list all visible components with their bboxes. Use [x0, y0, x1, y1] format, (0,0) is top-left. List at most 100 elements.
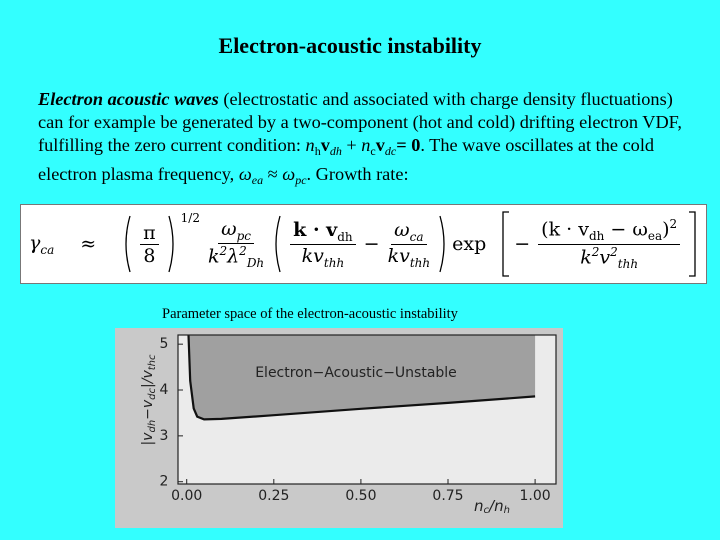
text-run: v [320, 135, 330, 155]
symbol: ca [409, 229, 424, 244]
symbol: − ω [604, 218, 648, 241]
paren [439, 215, 445, 273]
symbol: dh [337, 229, 353, 244]
symbol: ca [40, 242, 55, 257]
symbol: k [207, 245, 220, 268]
y-tick-label: 4 [160, 382, 169, 398]
text-run: . The wave oscillates at the cold electr… [38, 135, 655, 184]
text-run: . Growth rate: [306, 164, 409, 184]
symbol: v [599, 245, 611, 268]
label-part: thc [147, 354, 158, 370]
symbol: 8 [143, 244, 156, 267]
text-run: ea [251, 173, 264, 187]
text-run: n [361, 135, 371, 155]
y-tick-label: 3 [160, 428, 169, 444]
text-run: = 0 [396, 135, 421, 155]
denominator: k2v2thh [580, 245, 638, 271]
caption: Parameter space of the electron-acoustic… [162, 306, 458, 322]
x-tick-label: 0.00 [171, 488, 202, 504]
symbol: Dh [246, 255, 265, 270]
operator: − [514, 233, 531, 255]
unstable-region [188, 335, 536, 420]
x-tick-label: 0.50 [345, 488, 376, 504]
denominator: k2λ2Dh [208, 244, 264, 270]
x-tick-label: 0.75 [432, 488, 463, 504]
denominator: kvthh [388, 245, 431, 270]
text-run: c [370, 144, 376, 158]
text-run: h [314, 144, 321, 158]
symbol: thh [323, 255, 345, 270]
paren [125, 215, 131, 273]
fraction: ωpc k2λ2Dh [208, 218, 264, 270]
paren [168, 215, 174, 273]
text-run: Electron acoustic waves [38, 89, 219, 109]
symbol: ea [647, 229, 663, 244]
numerator: ωpc [218, 218, 255, 244]
symbol: λ [227, 245, 240, 268]
text-run: + [341, 135, 362, 155]
fraction: (k · vdh − ωea)2 k2v2thh [538, 217, 681, 271]
symbol: thh [617, 256, 639, 271]
text-run: n [305, 135, 315, 155]
title: Electron-acoustic instability [218, 33, 482, 58]
symbol: kv [387, 244, 410, 267]
x-tick-label: 0.25 [258, 488, 289, 504]
symbol: ω [394, 218, 410, 241]
label-part: c [484, 505, 490, 516]
bracket [689, 211, 696, 277]
region-label: Electron−Acoustic−Unstable [255, 365, 457, 381]
symbol: π [140, 222, 159, 245]
label-part: dc [147, 387, 158, 399]
operator: − [363, 233, 380, 255]
x-tick-label: 1.00 [520, 488, 551, 504]
label-part: dh [147, 420, 158, 433]
symbol: 2 [239, 243, 247, 258]
y-tick-label: 5 [160, 336, 169, 352]
label-part: |v [140, 432, 156, 446]
label-part: /n [487, 497, 504, 515]
symbol: ) [662, 218, 670, 241]
numerator: ωca [391, 218, 427, 245]
symbol: (k · v [541, 218, 589, 241]
text-run: ω [282, 164, 296, 184]
paragraph: Electron acoustic waves (electrostatic a… [38, 88, 688, 192]
symbol: dh [588, 229, 605, 244]
symbol: ω [221, 218, 237, 241]
plot-frame [177, 334, 557, 485]
symbol: thh [409, 255, 431, 270]
text-run: ≈ [263, 164, 283, 184]
formula-part: γca [29, 232, 54, 257]
label-part: |/v [140, 370, 156, 388]
bracket [502, 211, 510, 277]
symbol: k · v [293, 218, 338, 241]
label-part: h [504, 505, 510, 516]
paren [275, 215, 281, 273]
formula-part: ≈ [80, 233, 97, 255]
text-run: ω [238, 164, 252, 184]
symbol: k [580, 245, 592, 268]
y-axis-label: |vdh−vdc|/vthc [140, 354, 158, 446]
exponent: 1/2 [180, 211, 200, 225]
label-part: n [474, 497, 484, 515]
boundary-curve [187, 334, 536, 421]
denominator: kvthh [302, 245, 345, 270]
symbol: kv [301, 244, 324, 267]
symbol: 2 [591, 244, 600, 259]
symbol: 2 [219, 243, 228, 258]
text-run: pc [295, 173, 307, 187]
y-tick-label: 2 [160, 474, 169, 490]
text-run: dc [384, 144, 397, 158]
numerator: (k · vdh − ωea)2 [538, 217, 681, 245]
symbol: 2 [610, 244, 618, 259]
symbol: 2 [669, 217, 678, 232]
text-run: (electrostatic and associated with charg… [38, 89, 682, 155]
x-axis-label: nc/nh [474, 497, 510, 517]
text-run: dh [329, 144, 342, 158]
fraction: k · vdh kvthh [290, 218, 356, 270]
symbol: pc [236, 228, 252, 243]
label-part: −v [140, 399, 156, 420]
